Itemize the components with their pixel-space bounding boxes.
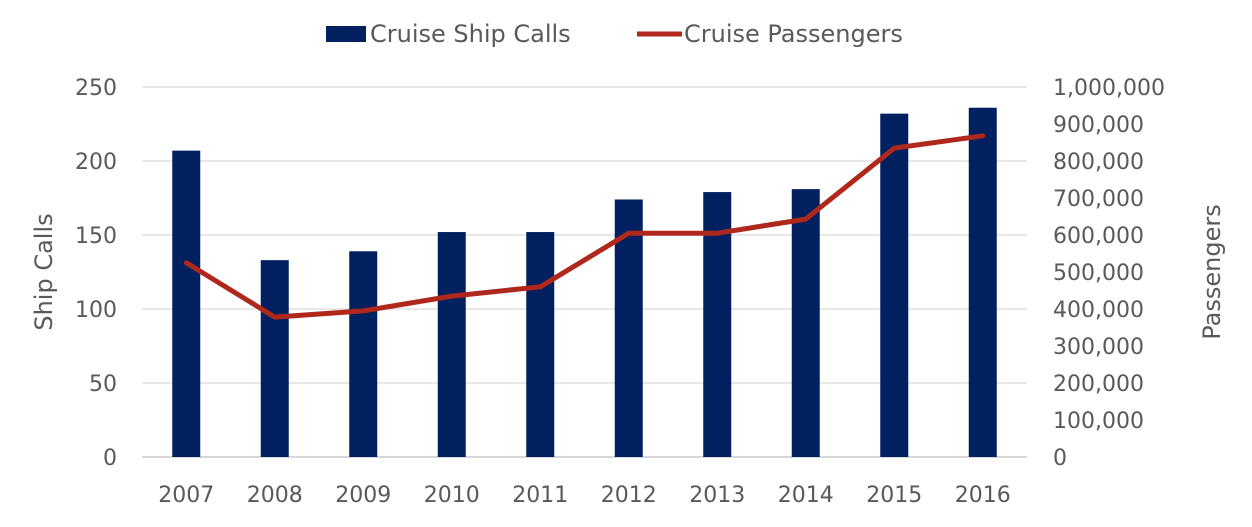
legend-label-passengers: Cruise Passengers (684, 20, 903, 48)
right-axis-ticks: 0 100,000 200,000 300,000 400,000 500,000 600,… (1053, 76, 1165, 471)
left-tick-label: 200 (75, 150, 117, 175)
bar-ship-calls-2014 (792, 189, 820, 457)
right-tick-label: 100,000 (1053, 409, 1144, 434)
right-tick-label: 500,000 (1053, 261, 1144, 286)
left-tick-label: 100 (75, 298, 117, 323)
bar-series (172, 108, 997, 457)
bar-ship-calls-2009 (349, 251, 377, 457)
x-tick-label: 2014 (778, 483, 834, 508)
x-tick-label: 2013 (689, 483, 745, 508)
line-series (186, 136, 983, 318)
right-tick-label: 900,000 (1053, 113, 1144, 138)
legend-label-ship-calls: Cruise Ship Calls (370, 20, 571, 48)
bar-ship-calls-2011 (526, 232, 554, 457)
right-tick-label: 400,000 (1053, 298, 1144, 323)
right-tick-label: 300,000 (1053, 335, 1144, 360)
x-tick-label: 2010 (424, 483, 480, 508)
right-tick-label: 200,000 (1053, 372, 1144, 397)
left-tick-label: 250 (75, 76, 117, 101)
x-tick-label: 2015 (866, 483, 922, 508)
left-axis-ticks: 0 50 100 150 200 250 (75, 76, 117, 471)
legend: Cruise Ship Calls Cruise Passengers (326, 20, 903, 48)
left-tick-label: 150 (75, 224, 117, 249)
right-axis-title: Passengers (1198, 204, 1226, 339)
bar-ship-calls-2015 (880, 114, 908, 457)
right-tick-label: 800,000 (1053, 150, 1144, 175)
bar-ship-calls-2016 (969, 108, 997, 457)
x-axis-ticks: 2007 2008 2009 2010 2011 2012 2013 2014 2015 2016 (158, 483, 1011, 508)
left-tick-label: 0 (103, 446, 117, 471)
right-tick-label: 600,000 (1053, 224, 1144, 249)
bar-ship-calls-2008 (261, 260, 289, 457)
x-tick-label: 2009 (335, 483, 391, 508)
left-tick-label: 50 (89, 372, 117, 397)
legend-swatch-ship-calls (326, 26, 366, 42)
line-passengers (186, 136, 983, 317)
right-tick-label: 700,000 (1053, 187, 1144, 212)
bar-ship-calls-2010 (438, 232, 466, 457)
right-tick-label: 1,000,000 (1053, 76, 1165, 101)
x-tick-label: 2008 (247, 483, 303, 508)
x-tick-label: 2007 (158, 483, 214, 508)
left-axis-title: Ship Calls (30, 213, 58, 330)
x-tick-label: 2016 (955, 483, 1011, 508)
x-tick-label: 2011 (512, 483, 568, 508)
bar-ship-calls-2007 (172, 151, 200, 457)
x-tick-label: 2012 (601, 483, 657, 508)
right-tick-label: 0 (1053, 446, 1067, 471)
